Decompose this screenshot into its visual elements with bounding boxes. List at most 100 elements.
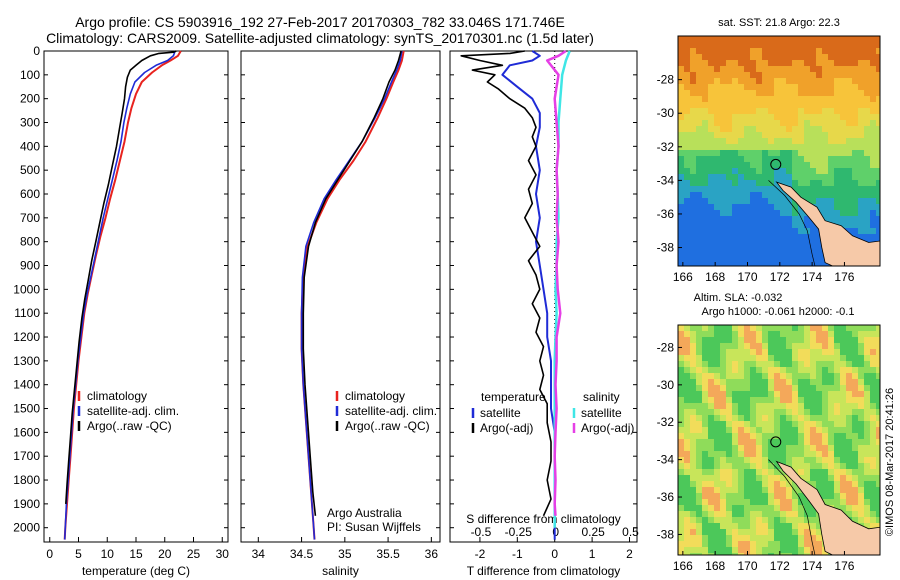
map-cell [792, 42, 798, 48]
map-cell [852, 391, 858, 397]
map-cell [816, 433, 822, 439]
map-cell [702, 78, 708, 84]
map-cell [720, 487, 726, 493]
map-cell [750, 517, 756, 523]
map-cell [690, 451, 696, 457]
map-cell [708, 361, 714, 367]
map-cell [732, 361, 738, 367]
map-cell [732, 547, 738, 553]
map-cell [828, 180, 834, 186]
map-cell [726, 156, 732, 162]
map-cell [762, 78, 768, 84]
map-cell [864, 511, 870, 517]
map-cell [690, 222, 696, 228]
map-cell [798, 367, 804, 373]
map-cell [762, 487, 768, 493]
map-cell [876, 373, 880, 379]
map-cell [822, 60, 828, 66]
map-cell [756, 331, 762, 337]
map-cell [780, 469, 786, 475]
map-cell [768, 228, 774, 234]
map-cell [762, 84, 768, 90]
map-cell [774, 240, 780, 246]
map-cell [768, 150, 774, 156]
map-cell [828, 96, 834, 102]
map-cell [762, 174, 768, 180]
map-cell [858, 198, 864, 204]
map-cell [678, 162, 684, 168]
map-cell [756, 385, 762, 391]
map-cell [786, 523, 792, 529]
map-cell [750, 168, 756, 174]
map-cell [684, 84, 690, 90]
map-cell [756, 144, 762, 150]
map-cell [822, 192, 828, 198]
map-cell [720, 385, 726, 391]
map-cell [846, 469, 852, 475]
map-cell [810, 427, 816, 433]
map-cell [864, 90, 870, 96]
map-cell [870, 60, 876, 66]
map-cell [828, 427, 834, 433]
map-cell [852, 84, 858, 90]
map-cell [714, 228, 720, 234]
map-cell [690, 547, 696, 553]
map-cell [876, 367, 880, 373]
map-cell [876, 168, 880, 174]
map-cell [750, 84, 756, 90]
map-cell [714, 409, 720, 415]
map-cell [714, 246, 720, 252]
map-cell [786, 132, 792, 138]
map-cell [864, 66, 870, 72]
map-cell [804, 60, 810, 66]
map-cell [732, 72, 738, 78]
map-cell [696, 240, 702, 246]
x-tick-label: 1 [589, 547, 596, 561]
map-cell [774, 162, 780, 168]
map-cell [852, 102, 858, 108]
map-cell [750, 204, 756, 210]
map-cell [852, 48, 858, 54]
map-cell [762, 325, 768, 331]
map-cell [720, 210, 726, 216]
map-cell [732, 469, 738, 475]
map-cell [792, 517, 798, 523]
map-cell [732, 553, 738, 555]
map-cell [822, 415, 828, 421]
map-cell [684, 523, 690, 529]
map-cell [684, 78, 690, 84]
map-cell [852, 409, 858, 415]
map-cell [828, 457, 834, 463]
map-cell [840, 403, 846, 409]
map-cell [780, 48, 786, 54]
map-cell [678, 252, 684, 258]
map-cell [726, 505, 732, 511]
map-cell [774, 222, 780, 228]
map-cell [816, 331, 822, 337]
map-cell [720, 234, 726, 240]
map-cell [870, 487, 876, 493]
map-cell [768, 108, 774, 114]
map-cell [810, 60, 816, 66]
map-cell [690, 36, 696, 42]
map-cell [720, 535, 726, 541]
map-cell [714, 541, 720, 547]
map-cell [792, 90, 798, 96]
map-cell [852, 66, 858, 72]
map-cell [744, 511, 750, 517]
map-cell [732, 174, 738, 180]
map-cell [768, 379, 774, 385]
map-cell [756, 505, 762, 511]
map-cell [720, 475, 726, 481]
map-cell [732, 228, 738, 234]
map-cell [816, 180, 822, 186]
map-cell [786, 168, 792, 174]
map-cell [726, 42, 732, 48]
argo-position-marker [770, 158, 782, 170]
map-cell [726, 463, 732, 469]
map-cell [762, 102, 768, 108]
map-cell [786, 499, 792, 505]
map-cell [786, 144, 792, 150]
map-cell [858, 445, 864, 451]
map-cell [864, 325, 870, 331]
